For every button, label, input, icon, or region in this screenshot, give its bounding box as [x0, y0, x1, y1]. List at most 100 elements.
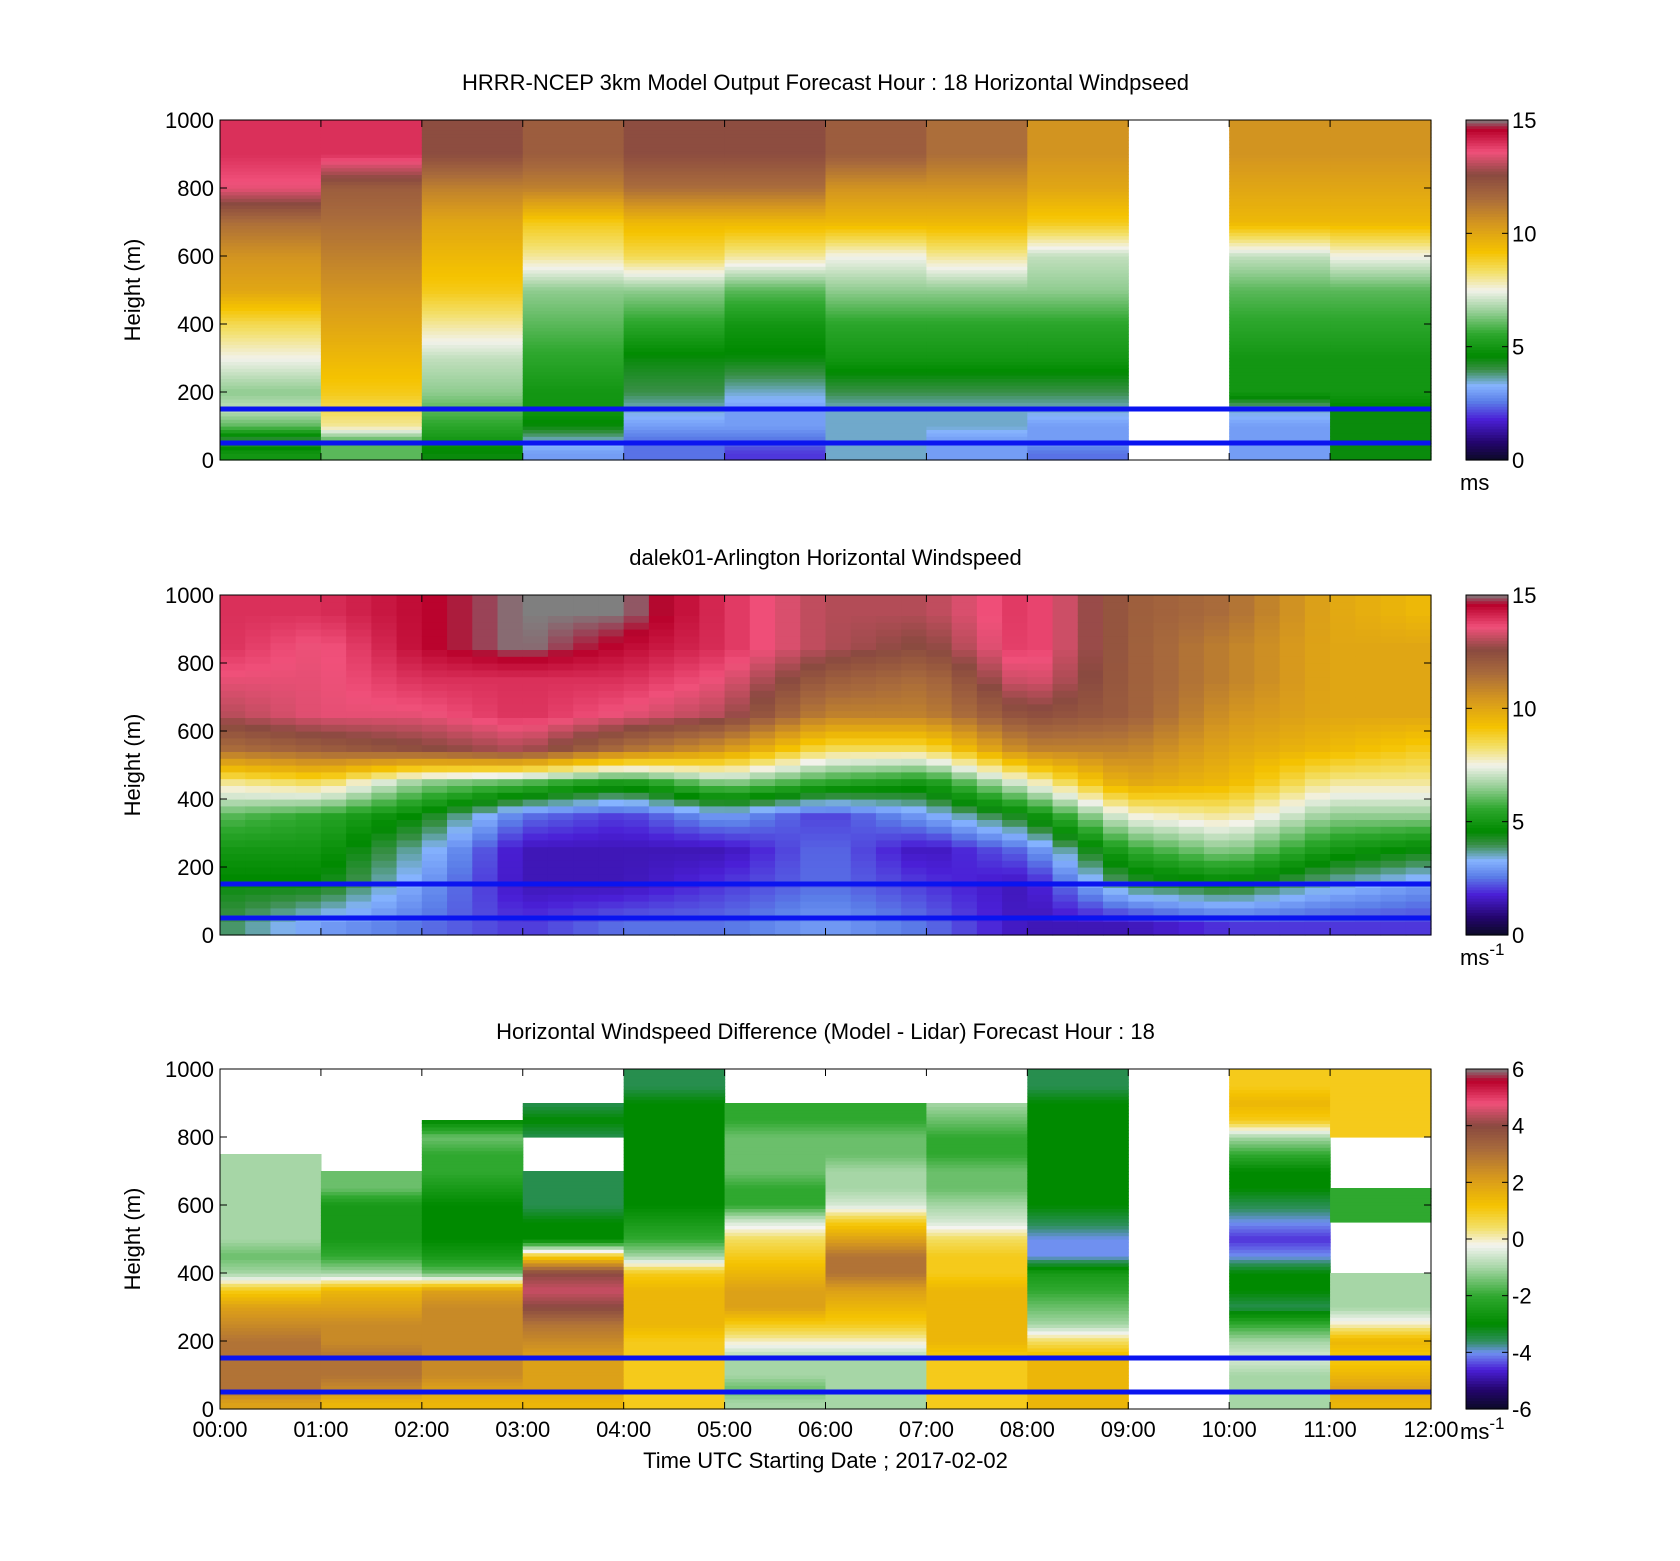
heatmap-cell — [699, 894, 726, 902]
heatmap-cell — [724, 143, 827, 148]
heatmap-cell — [1229, 1269, 1331, 1274]
colorbar-segment — [1466, 1188, 1508, 1192]
heatmap-cell — [1229, 201, 1331, 206]
heatmap-cell — [220, 320, 322, 325]
heatmap-cell — [1229, 130, 1331, 135]
heatmap-cell — [220, 1276, 322, 1281]
heatmap-cell — [1153, 758, 1180, 766]
heatmap-cell — [295, 867, 322, 875]
heatmap-cell — [1027, 1371, 1129, 1376]
heatmap-cell — [775, 629, 801, 637]
heatmap-cell — [447, 669, 473, 678]
heatmap-cell — [875, 622, 902, 630]
heatmap-cell — [270, 642, 297, 650]
colorbar-segment — [1466, 776, 1508, 780]
heatmap-cell — [1153, 812, 1180, 820]
heatmap-cell — [825, 375, 928, 379]
heatmap-cell — [1229, 415, 1331, 420]
heatmap-cell — [800, 751, 827, 759]
heatmap-cell — [421, 1402, 524, 1407]
heatmap-cell — [497, 744, 524, 752]
heatmap-cell — [623, 395, 726, 400]
heatmap-cell — [825, 778, 852, 786]
heatmap-cell — [421, 1296, 524, 1301]
heatmap-cell — [724, 1307, 827, 1311]
heatmap-cell — [421, 1344, 524, 1349]
heatmap-cell — [1027, 194, 1129, 199]
heatmap-cell — [1027, 126, 1129, 131]
heatmap-cell — [724, 1245, 827, 1250]
heatmap-cell — [1380, 731, 1407, 739]
heatmap-cell — [825, 1303, 928, 1308]
heatmap-cell — [749, 676, 776, 684]
heatmap-cell — [901, 785, 928, 793]
heatmap-cell — [976, 771, 1003, 780]
heatmap-cell — [1052, 642, 1079, 650]
colorbar-segment — [1466, 1292, 1508, 1297]
heatmap-cell — [1103, 805, 1129, 814]
heatmap-cell — [1380, 853, 1407, 861]
heatmap-cell — [926, 184, 1028, 189]
heatmap-cell — [623, 429, 726, 434]
heatmap-cell — [674, 812, 700, 820]
heatmap-cell — [724, 347, 827, 352]
heatmap-cell — [245, 703, 272, 712]
heatmap-cell — [220, 629, 246, 637]
heatmap-cell — [295, 758, 322, 766]
heatmap-cell — [270, 860, 297, 868]
heatmap-cell — [573, 901, 600, 909]
heatmap-cell — [875, 703, 902, 712]
heatmap-cell — [825, 364, 928, 369]
heatmap-cell — [674, 792, 700, 800]
heatmap-cell — [1405, 724, 1432, 732]
heatmap-cell — [220, 126, 322, 131]
heatmap-cell — [623, 1208, 726, 1213]
heatmap-cell — [421, 344, 524, 349]
heatmap-cell — [1405, 608, 1432, 616]
heatmap-cell — [1153, 907, 1180, 916]
heatmap-cell — [522, 375, 625, 379]
heatmap-cell — [1380, 819, 1407, 827]
heatmap-cell — [1027, 622, 1054, 630]
heatmap-cell — [220, 1259, 322, 1264]
heatmap-cell — [901, 873, 928, 882]
heatmap-cell — [825, 354, 928, 359]
heatmap-cell — [1229, 1290, 1331, 1294]
colorbar-segment — [1466, 1346, 1508, 1351]
heatmap-cell — [1027, 123, 1129, 128]
colorbar-segment — [1466, 372, 1508, 376]
heatmap-cell — [220, 388, 322, 393]
heatmap-cell — [421, 211, 524, 216]
heatmap-cell — [1027, 731, 1054, 739]
heatmap-cell — [1229, 799, 1255, 807]
heatmap-cell — [1229, 846, 1255, 854]
heatmap-cell — [926, 123, 1028, 128]
heatmap-cell — [522, 157, 625, 162]
colorbar-segment — [1466, 1224, 1508, 1229]
heatmap-cell — [522, 123, 625, 128]
colorbar-segment — [1466, 341, 1508, 345]
heatmap-cell — [421, 354, 524, 359]
heatmap-cell — [623, 167, 726, 172]
heatmap-cell — [875, 697, 902, 705]
heatmap-cell — [850, 907, 877, 916]
heatmap-cell — [1077, 846, 1104, 854]
heatmap-cell — [724, 1205, 827, 1209]
heatmap-cell — [371, 683, 398, 691]
heatmap-cell — [800, 928, 827, 936]
heatmap-cell — [598, 799, 625, 807]
heatmap-cell — [825, 1191, 928, 1196]
heatmap-cell — [547, 697, 574, 705]
heatmap-cell — [674, 853, 700, 861]
heatmap-cell — [220, 826, 246, 834]
heatmap-cell — [825, 1150, 928, 1155]
heatmap-cell — [1077, 717, 1104, 725]
heatmap-cell — [320, 1184, 423, 1189]
heatmap-cell — [522, 642, 549, 650]
heatmap-cell — [421, 1395, 524, 1400]
heatmap-cell — [598, 615, 625, 623]
heatmap-cell — [1203, 615, 1230, 623]
heatmap-cell — [825, 293, 928, 298]
heatmap-cell — [1027, 167, 1129, 172]
